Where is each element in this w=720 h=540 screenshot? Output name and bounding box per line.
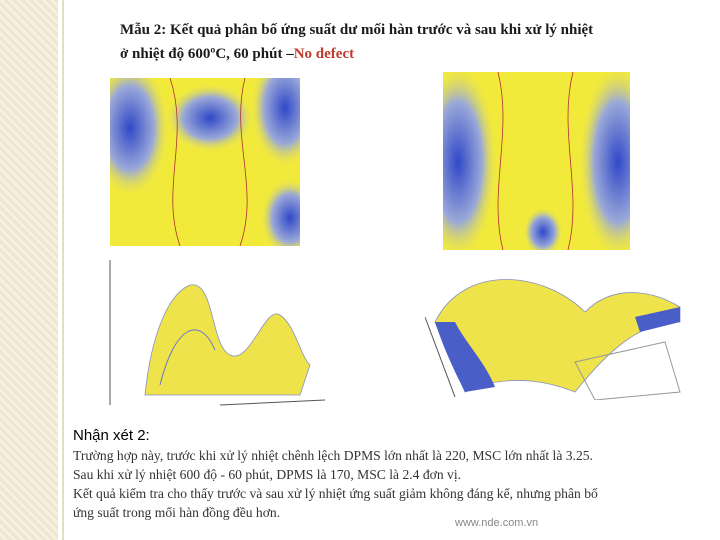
paragraph-line: Sau khi xử lý nhiệt 600 độ - 60 phút, DP… xyxy=(73,467,462,482)
paragraph-line: Trường hợp này, trước khi xử lý nhiệt ch… xyxy=(73,448,593,463)
contour-after xyxy=(443,72,630,250)
decor-band xyxy=(0,0,58,540)
title-line: ở nhiệt độ 600ºC, 60 phút –No defect xyxy=(120,46,354,63)
footer-url: www.nde.com.vn xyxy=(455,517,539,529)
paragraph-line: ứng suất trong mối hàn đồng đều hơn. xyxy=(73,505,281,520)
title-highlight: No defect xyxy=(293,46,355,62)
decor-line xyxy=(62,0,64,540)
contour-before xyxy=(110,78,300,246)
title-text: ở nhiệt độ 600ºC, 60 phút – xyxy=(120,46,294,62)
paragraph-line: Kết quả kiểm tra cho thấy trước và sau x… xyxy=(73,486,598,501)
title-line: Mẫu 2: Kết quả phân bố ứng suất dư mối h… xyxy=(120,22,594,38)
section-heading: Nhận xét 2: xyxy=(73,427,150,444)
surface-after xyxy=(425,279,681,400)
surface-before xyxy=(109,260,326,406)
